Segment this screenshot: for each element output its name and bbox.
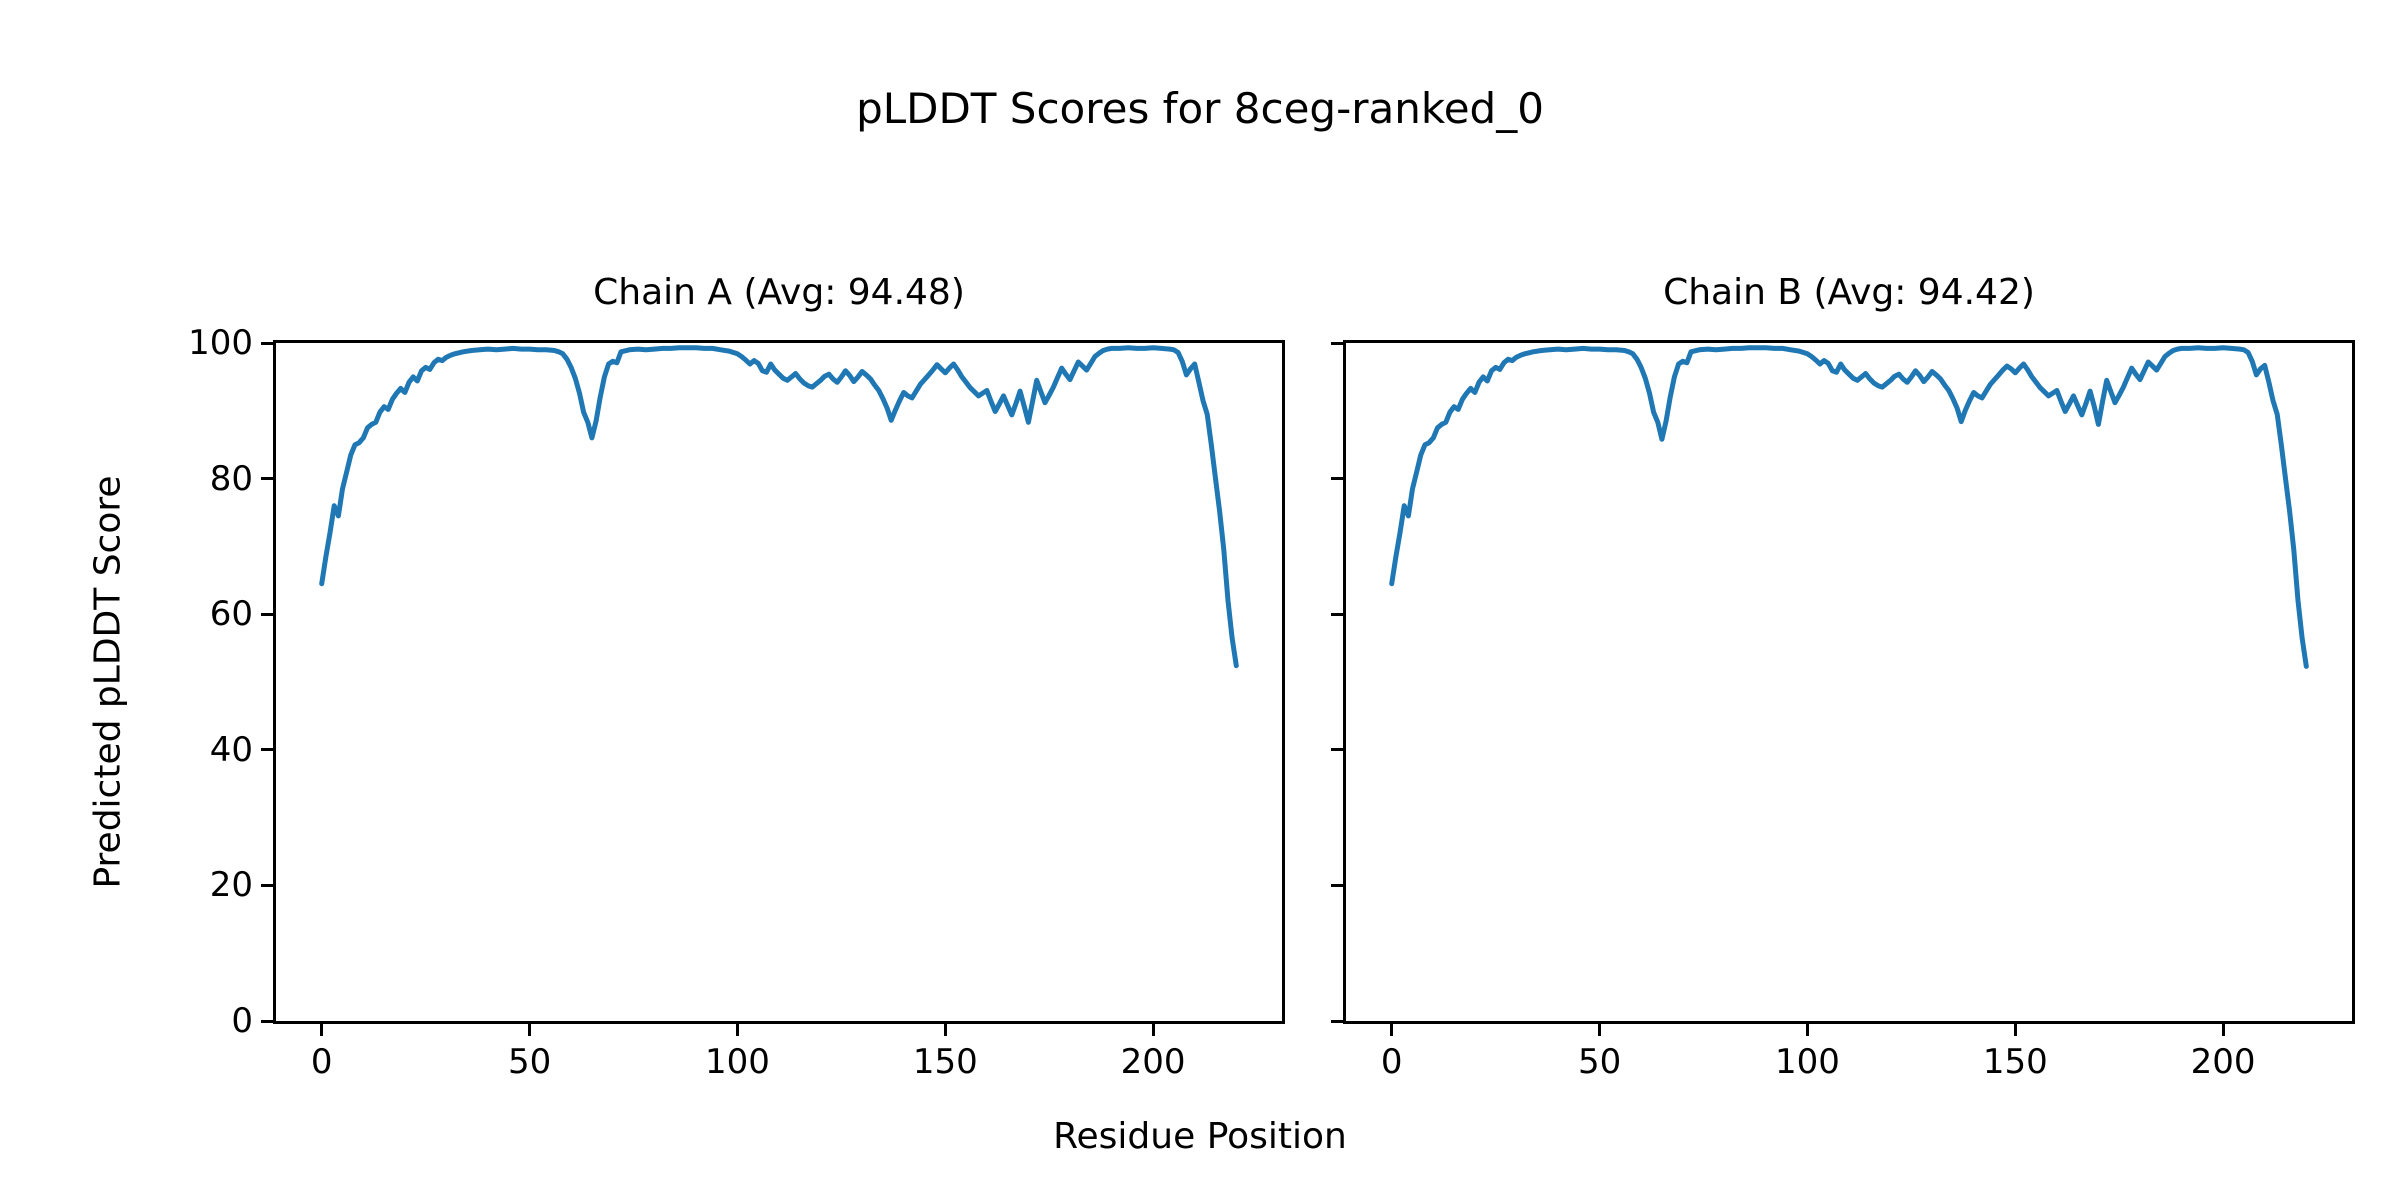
y-tick-mark: [261, 748, 273, 752]
y-tick-mark: [1331, 477, 1343, 481]
y-tick-label: 20: [209, 865, 253, 906]
plot-area-chain-b: [1389, 345, 2309, 669]
y-tick-mark: [1331, 341, 1343, 345]
y-tick-label: 40: [209, 729, 253, 770]
x-tick-mark: [1390, 1024, 1394, 1036]
x-tick-label: 200: [1120, 1042, 1186, 1082]
x-tick-label: 0: [310, 1042, 333, 1082]
y-tick-mark: [261, 1019, 273, 1023]
y-tick-mark: [1331, 748, 1343, 752]
y-tick-mark: [261, 612, 273, 616]
y-tick-mark: [261, 341, 273, 345]
x-tick-mark: [1598, 1024, 1602, 1036]
x-tick-mark: [1151, 1024, 1155, 1036]
panel-chain-b: [1343, 340, 2355, 1024]
x-tick-mark: [735, 1024, 739, 1036]
x-tick-label: 100: [1774, 1042, 1840, 1082]
y-tick-mark: [261, 477, 273, 481]
panel-chain-a: [273, 340, 1285, 1024]
x-tick-label: 0: [1380, 1042, 1403, 1082]
x-tick-label: 50: [1577, 1042, 1622, 1082]
y-tick-label: 80: [209, 458, 253, 499]
y-tick-label: 100: [188, 323, 253, 363]
x-tick-mark: [943, 1024, 947, 1036]
y-axis-label: Predicted pLDDT Score: [87, 475, 129, 889]
x-tick-label: 200: [2190, 1042, 2256, 1082]
x-axis-label: Residue Position: [1053, 1116, 1347, 1157]
x-tick-label: 50: [507, 1042, 552, 1082]
panel-title-chain-a: Chain A (Avg: 94.48): [593, 272, 965, 313]
y-tick-mark: [261, 883, 273, 887]
plot-area-chain-a: [319, 345, 1239, 669]
x-tick-mark: [320, 1024, 324, 1036]
plddt-line-chain-b: [1389, 345, 2309, 669]
y-tick-label: 0: [231, 1001, 253, 1041]
x-tick-label: 150: [912, 1042, 978, 1082]
y-tick-mark: [1331, 883, 1343, 887]
panel-title-chain-b: Chain B (Avg: 94.42): [1663, 272, 2035, 313]
y-tick-mark: [1331, 612, 1343, 616]
x-tick-mark: [1805, 1024, 1809, 1036]
x-tick-label: 150: [1982, 1042, 2048, 1082]
y-tick-label: 60: [209, 594, 253, 635]
figure-title: pLDDT Scores for 8ceg-ranked_0: [856, 84, 1544, 133]
x-tick-mark: [2013, 1024, 2017, 1036]
y-tick-mark: [1331, 1019, 1343, 1023]
x-tick-mark: [2221, 1024, 2225, 1036]
x-tick-label: 100: [704, 1042, 770, 1082]
plddt-line-chain-a: [319, 345, 1239, 669]
x-tick-mark: [528, 1024, 532, 1036]
